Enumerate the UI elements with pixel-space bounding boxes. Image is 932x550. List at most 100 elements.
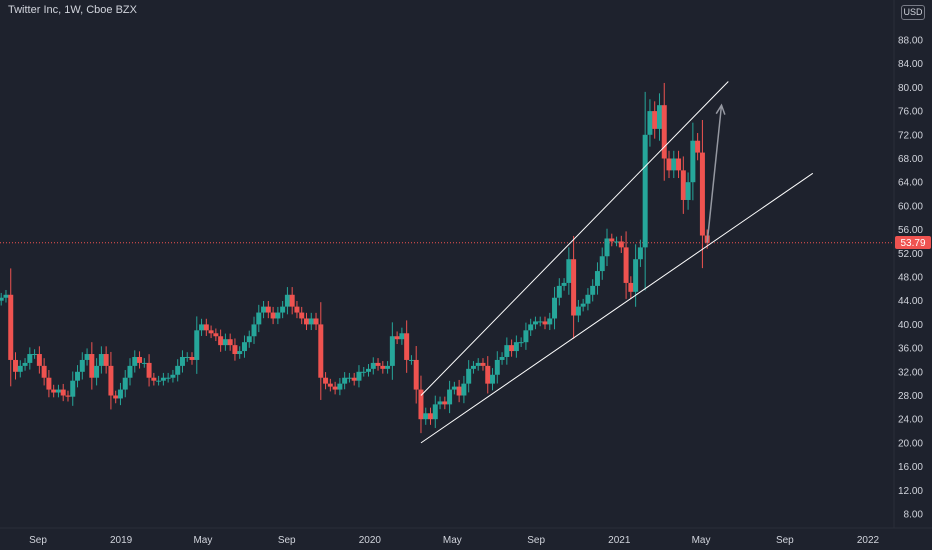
candle-body <box>566 259 572 283</box>
candle-body <box>313 318 319 325</box>
candle-body <box>246 336 252 343</box>
candle-body <box>342 377 348 384</box>
candle-body <box>618 241 624 248</box>
y-tick-label: 56.00 <box>898 225 923 236</box>
candle-body <box>413 359 419 390</box>
x-tick-label: 2021 <box>608 535 631 546</box>
candle-body <box>590 285 596 295</box>
candle-body <box>36 354 42 366</box>
candle-body <box>222 339 228 346</box>
candle-body <box>475 362 481 366</box>
candle-body <box>8 294 14 360</box>
candle-body <box>532 321 538 325</box>
candle-body <box>389 336 395 366</box>
candle-body <box>695 140 701 153</box>
candle-body <box>137 356 143 363</box>
candle-body <box>308 318 314 325</box>
y-tick-label: 84.00 <box>898 59 923 70</box>
candle-body <box>666 158 672 171</box>
candle-body <box>437 401 443 405</box>
candle-body <box>575 306 581 316</box>
candle-body <box>552 297 558 319</box>
candle-body <box>480 362 486 366</box>
last-price-label-bg <box>895 236 931 249</box>
chart-title: Twitter Inc, 1W, Cboe BZX <box>8 4 137 16</box>
candle-body <box>513 342 519 352</box>
price-axis[interactable]: 8.00 12.00 16.00 20.00 24.00 28.00 32.00 36.00 4… <box>898 36 923 521</box>
candle-body <box>98 354 104 366</box>
candle-body <box>637 247 643 260</box>
annotation-layer <box>420 81 814 444</box>
candle-body <box>456 386 462 396</box>
candle-body <box>628 282 634 292</box>
candle-body <box>294 306 300 313</box>
y-tick-label: 40.00 <box>898 320 923 331</box>
candle-body <box>170 374 176 378</box>
candle-body <box>528 324 534 331</box>
projection-arrow-head <box>715 103 726 115</box>
candle-body <box>556 285 562 298</box>
x-tick-label: 2022 <box>857 535 880 546</box>
candle-body <box>461 383 467 396</box>
candle-body <box>561 282 567 286</box>
currency-badge[interactable]: USD <box>901 5 925 20</box>
candle-body <box>346 377 352 379</box>
candle-body <box>60 389 66 396</box>
candle-body <box>537 321 543 323</box>
x-tick-label: 2020 <box>359 535 382 546</box>
candle-body <box>599 256 605 272</box>
candle-body <box>676 158 682 171</box>
candle-body <box>361 371 367 373</box>
candle-body <box>370 362 376 369</box>
candle-body <box>194 330 200 360</box>
y-tick-label: 80.00 <box>898 83 923 94</box>
y-tick-label: 24.00 <box>898 415 923 426</box>
trendline <box>420 81 729 396</box>
candle-body <box>103 354 109 366</box>
candle-body <box>394 336 400 340</box>
y-tick-label: 16.00 <box>898 462 923 473</box>
candle-body <box>447 389 453 405</box>
candle-body <box>690 140 696 183</box>
candle-body <box>189 356 195 360</box>
candle-body <box>408 359 414 361</box>
candle-body <box>356 371 362 381</box>
candle-body <box>647 111 653 135</box>
x-tick-label: Sep <box>29 535 47 546</box>
candle-body <box>46 377 52 390</box>
candle-body <box>284 294 290 307</box>
candle-body <box>652 111 658 129</box>
candle-body <box>499 356 505 360</box>
candle-body <box>3 294 9 298</box>
candle-body <box>22 362 28 366</box>
candle-body <box>41 365 47 378</box>
x-tick-label: Sep <box>278 535 296 546</box>
candle-body <box>523 330 529 343</box>
candle-body <box>671 158 677 171</box>
candle-body <box>289 294 295 307</box>
candle-body <box>303 318 309 325</box>
candle-body <box>89 354 95 378</box>
candle-body <box>428 413 434 420</box>
candle-body <box>504 345 510 357</box>
candle-body <box>75 371 81 381</box>
candle-body <box>241 342 247 352</box>
candle-body <box>451 386 457 390</box>
candle-body <box>470 365 476 369</box>
candle-body <box>580 303 586 307</box>
candle-body <box>375 362 381 366</box>
candle-body <box>32 354 38 356</box>
candle-body <box>571 259 577 316</box>
candle-body <box>175 365 181 375</box>
candle-body <box>51 389 57 393</box>
candle-body <box>160 377 166 381</box>
time-axis[interactable]: Sep 2019 May Sep 2020 May Sep 2021 May Sep 2022 <box>29 535 879 546</box>
candle-body <box>232 345 238 355</box>
y-tick-label: 76.00 <box>898 107 923 118</box>
candle-body <box>432 404 438 420</box>
candle-body <box>251 324 257 337</box>
x-tick-label: Sep <box>776 535 794 546</box>
candle-body <box>79 359 85 372</box>
x-tick-label: May <box>443 535 462 546</box>
